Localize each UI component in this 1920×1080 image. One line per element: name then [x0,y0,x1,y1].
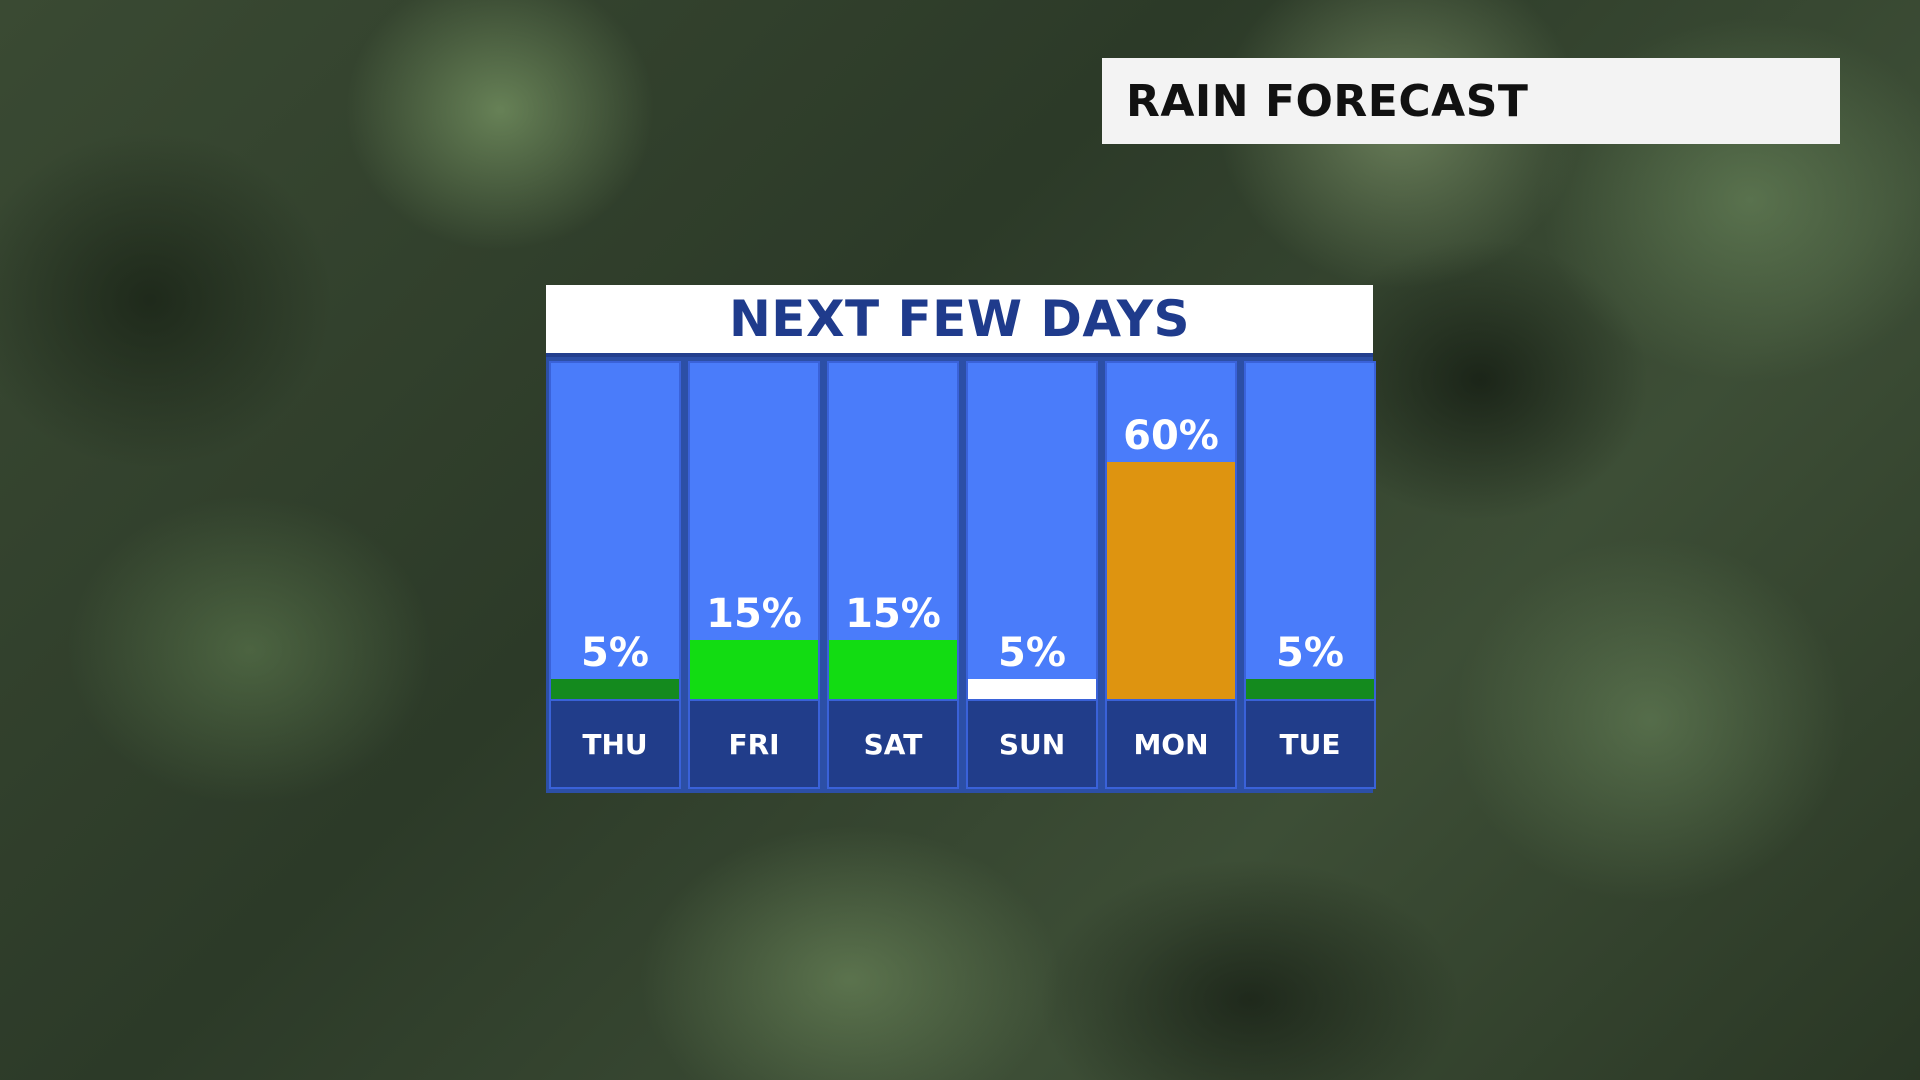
rain-chance-bar [690,639,818,699]
day-column: 60% MON [1105,361,1237,789]
rain-chance-label: 15% [706,590,802,637]
rain-chance-bar [551,679,679,699]
forecast-columns: 5% THU 15% FRI 15% SAT 5% SUN 60% MON 5% TUE [546,357,1376,793]
day-column: 5% THU [549,361,681,789]
rain-chance-label: 5% [1276,630,1344,677]
forecast-panel: NEXT FEW DAYS 5% THU 15% FRI 15% SAT 5% SUN 60% M… [546,285,1376,793]
rain-chance-label: 15% [845,590,941,637]
day-column: 5% TUE [1244,361,1376,789]
day-label-box: SUN [966,699,1098,789]
chart-title: NEXT FEW DAYS [728,290,1191,348]
day-label: SUN [998,727,1066,761]
rain-chance-bar [968,679,1096,699]
day-column: 15% FRI [688,361,820,789]
rain-chance-label: 60% [1123,413,1219,459]
day-label: MON [1133,727,1209,761]
day-label: THU [582,727,648,761]
rain-chance-bar [829,639,957,699]
day-label: FRI [728,727,780,761]
day-label-box: MON [1105,699,1237,789]
rain-chance-bar [1246,679,1374,699]
day-label-box: SAT [827,699,959,789]
header-banner: RAIN FORECAST [1102,58,1840,144]
rain-chance-label: 5% [581,630,649,677]
rain-chance-bar [1107,462,1235,699]
chart-title-bar: NEXT FEW DAYS [546,285,1373,357]
day-label-box: THU [549,699,681,789]
day-label: SAT [863,727,923,761]
day-label-box: FRI [688,699,820,789]
day-label-box: TUE [1244,699,1376,789]
day-column: 15% SAT [827,361,959,789]
rain-chance-label: 5% [998,630,1066,677]
header-title: RAIN FORECAST [1126,75,1529,127]
day-label: TUE [1279,727,1341,761]
day-column: 5% SUN [966,361,1098,789]
